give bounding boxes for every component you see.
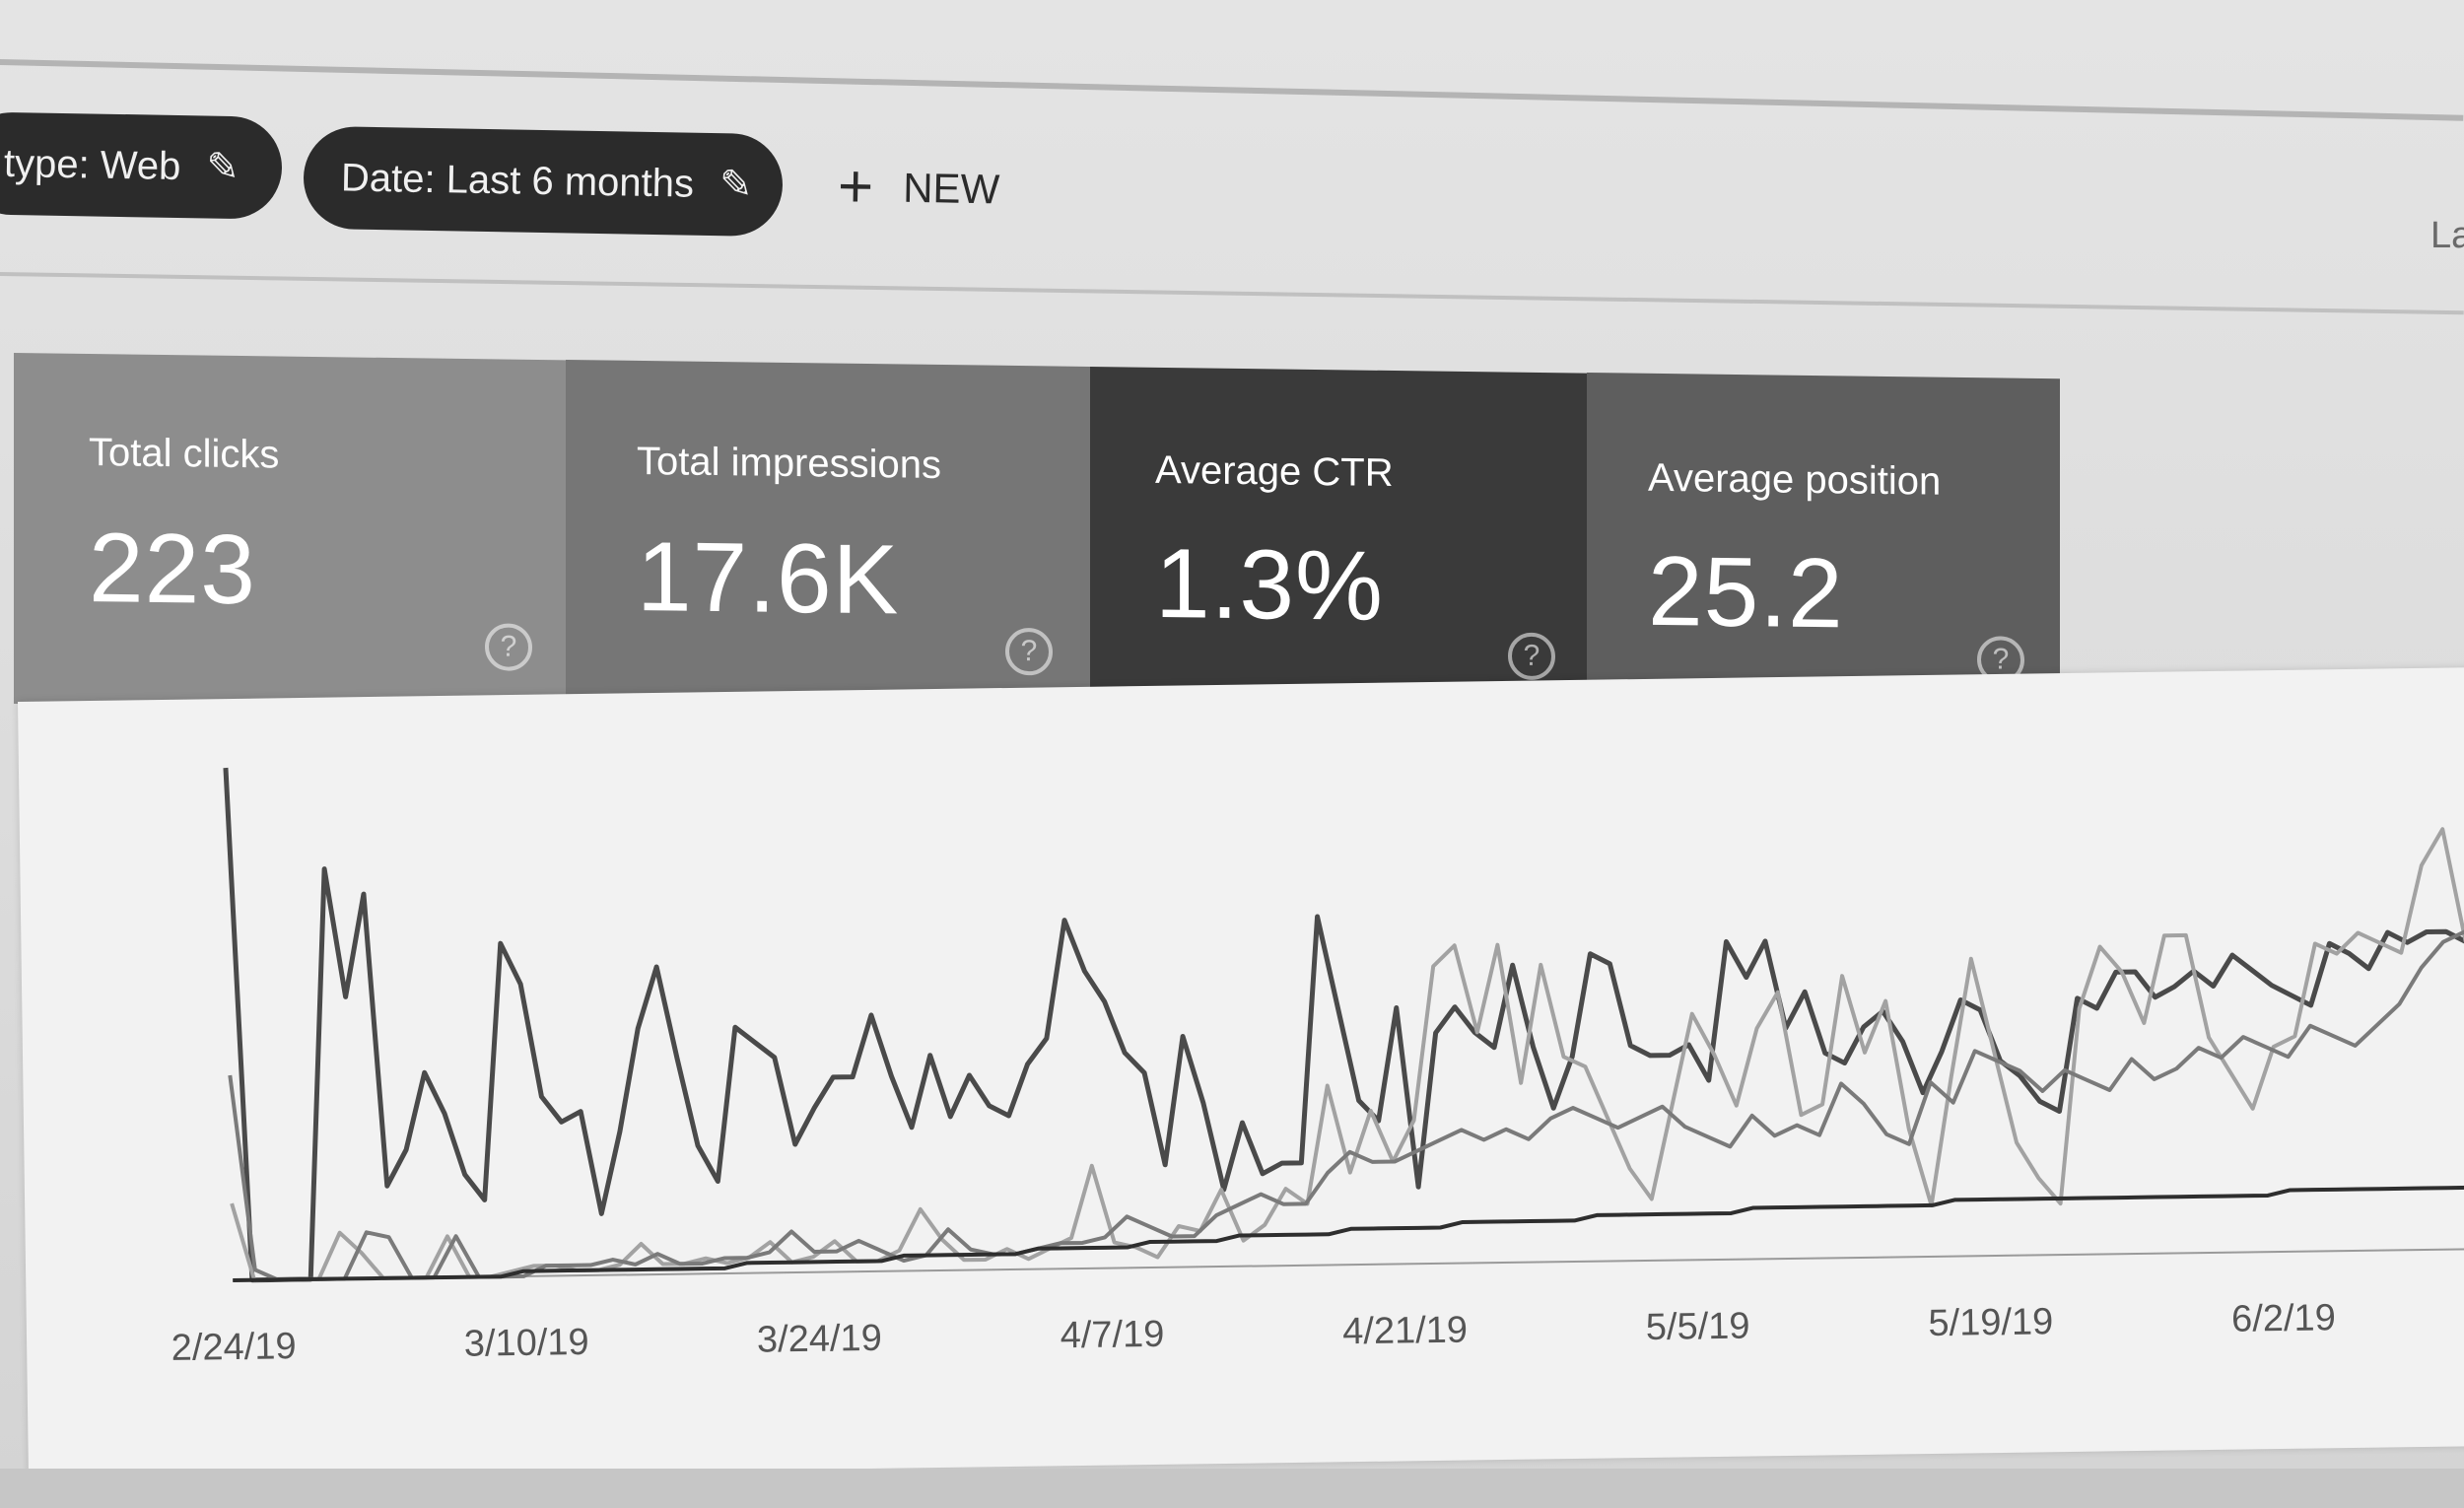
x-tick-label: 4/7/19: [1060, 1314, 1164, 1356]
help-icon[interactable]: ?: [1005, 627, 1053, 676]
x-tick-label: 6/2/19: [2231, 1297, 2336, 1339]
help-icon[interactable]: ?: [485, 623, 532, 671]
metric-title: Average position: [1648, 455, 1942, 504]
metric-value: 17.6K: [637, 520, 900, 636]
metric-value: 1.3%: [1155, 527, 1384, 642]
metric-card-total-impressions[interactable]: Total impressions 17.6K ?: [566, 360, 1090, 716]
x-tick-label: 3/10/19: [464, 1322, 589, 1365]
metric-title: Average CTR: [1155, 447, 1394, 496]
metric-card-average-ctr[interactable]: Average CTR 1.3% ?: [1090, 367, 1587, 719]
metric-card-average-position[interactable]: Average position 25.2 ?: [1587, 373, 2060, 720]
help-icon[interactable]: ?: [1508, 632, 1555, 681]
metric-value: 223: [89, 512, 256, 626]
metric-title: Total impressions: [637, 439, 942, 487]
series-line-2[interactable]: [228, 929, 2464, 1282]
metric-title: Total clicks: [89, 430, 280, 477]
x-tick-label: 4/21/19: [1342, 1310, 1468, 1353]
clipped-header-text: La: [2430, 215, 2464, 256]
series-line-0[interactable]: [223, 736, 2464, 1283]
performance-line-chart[interactable]: 2/24/19 3/10/19 3/24/19 4/7/19 4/21/19 5/5/19…: [18, 666, 2464, 1480]
series-line-3[interactable]: [232, 1185, 2464, 1283]
series-line-1[interactable]: [227, 827, 2464, 1282]
performance-chart-panel: 2/24/19 3/10/19 3/24/19 4/7/19 4/21/19 5/5/19…: [18, 665, 2464, 1480]
screen-bottom-edge: [0, 1469, 2464, 1508]
x-tick-label: 5/19/19: [1928, 1301, 2053, 1344]
x-tick-label: 2/24/19: [171, 1326, 296, 1369]
x-axis-line: [233, 1248, 2464, 1282]
x-tick-label: 3/24/19: [757, 1318, 882, 1361]
metric-card-total-clicks[interactable]: Total clicks 223 ?: [14, 353, 566, 712]
x-tick-label: 5/5/19: [1646, 1306, 1750, 1348]
metric-value: 25.2: [1648, 535, 1844, 650]
